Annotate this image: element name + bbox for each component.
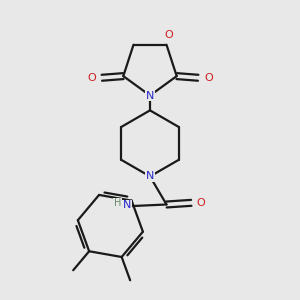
Text: N: N bbox=[123, 200, 131, 211]
Text: O: O bbox=[197, 198, 206, 208]
Text: O: O bbox=[87, 73, 96, 83]
Text: N: N bbox=[146, 171, 154, 182]
Text: H: H bbox=[114, 199, 121, 208]
Text: O: O bbox=[204, 73, 213, 83]
Text: N: N bbox=[146, 91, 154, 100]
Text: O: O bbox=[165, 31, 173, 40]
